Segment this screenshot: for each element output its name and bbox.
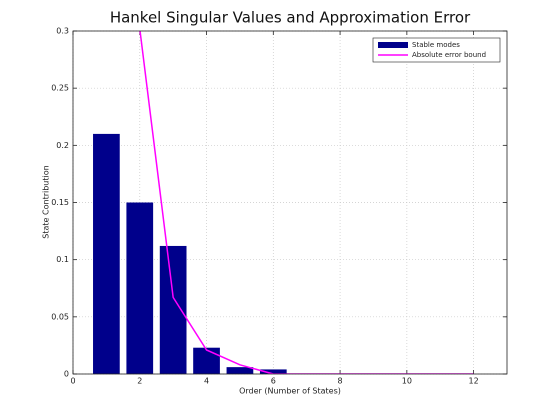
- legend-label: Absolute error bound: [412, 51, 486, 59]
- y-tick-label: 0.2: [56, 141, 69, 150]
- y-axis-label: State Contribution: [42, 165, 51, 238]
- x-tick-label: 0: [70, 377, 75, 386]
- y-tick-label: 0.15: [51, 198, 69, 207]
- y-tick-label: 0.3: [56, 27, 69, 36]
- y-tick-label: 0.25: [51, 84, 69, 93]
- x-axis-label: Order (Number of States): [239, 387, 341, 396]
- x-tick-label: 10: [402, 377, 412, 386]
- x-tick-label: 12: [469, 377, 479, 386]
- x-tick-label: 2: [137, 377, 142, 386]
- bar: [226, 367, 254, 374]
- chart-title: Hankel Singular Values and Approximation…: [110, 9, 471, 27]
- bar: [159, 245, 187, 374]
- x-tick-label: 6: [271, 377, 276, 386]
- bar: [193, 347, 220, 374]
- plot-content: [93, 31, 474, 374]
- y-tick-label: 0.05: [51, 312, 69, 321]
- x-tick-label: 8: [338, 377, 343, 386]
- bar: [259, 369, 287, 374]
- bar: [126, 202, 154, 374]
- x-tick-label: 4: [204, 377, 209, 386]
- bar: [93, 133, 120, 374]
- legend-swatch: [378, 42, 408, 48]
- y-tick-label: 0.1: [56, 255, 69, 264]
- y-tick-label: 0: [64, 370, 69, 379]
- legend-label: Stable modes: [412, 41, 460, 49]
- error-line: [139, 31, 474, 374]
- axes-box: [72, 30, 508, 375]
